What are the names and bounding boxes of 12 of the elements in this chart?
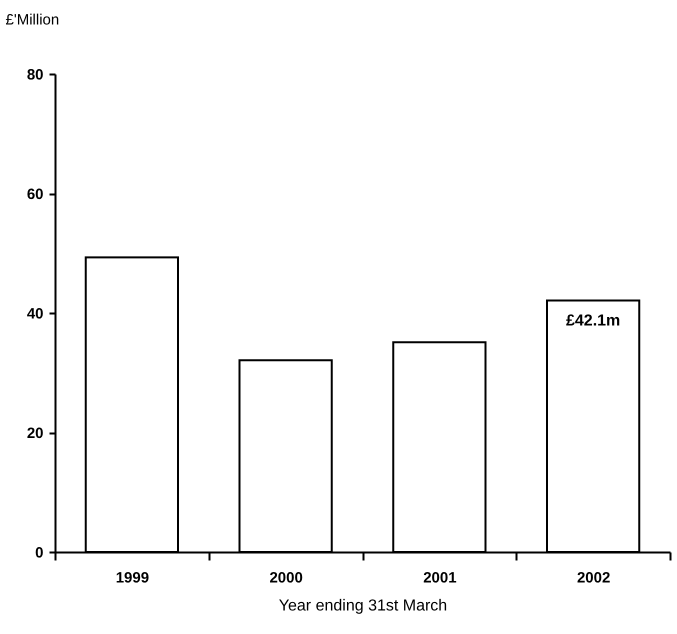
data-label: £42.1m (566, 312, 620, 330)
y-tick-label: 80 (26, 66, 44, 84)
x-tick-label: 1999 (116, 570, 150, 586)
y-tick-label: 20 (26, 425, 44, 442)
y-axis-title: £'Million (6, 12, 60, 28)
y-tick-label: 60 (26, 186, 44, 203)
x-axis-title: Year ending 31st March (278, 598, 448, 614)
x-tick-label: 2000 (269, 570, 303, 586)
x-tick-label: 2001 (423, 570, 457, 586)
y-tick-label: 0 (35, 544, 44, 562)
y-tick-label: 40 (26, 306, 44, 322)
x-tick-label: 2002 (576, 570, 610, 586)
